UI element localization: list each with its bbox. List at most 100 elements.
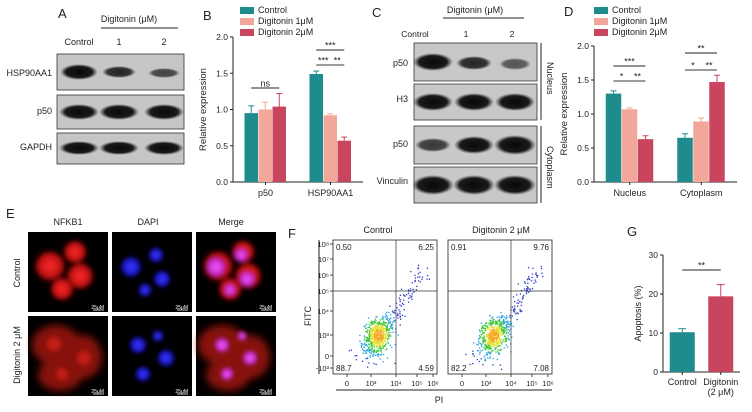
legend-swatch xyxy=(594,7,608,14)
significance-label: ** xyxy=(634,72,642,82)
panel-a-lane-2: 2 xyxy=(161,37,166,47)
y-axis-label: Relative expression xyxy=(198,68,209,151)
panel-c-fraction-nucleus: Nucleus xyxy=(545,62,555,95)
panel-letter-g: G xyxy=(627,224,637,239)
y-axis-label: Relative expression xyxy=(559,73,570,156)
legend-label: Digitonin 2μM xyxy=(612,27,667,37)
panel-c-fraction-cytoplasm: Cytoplasm xyxy=(545,146,555,189)
bar xyxy=(669,332,695,372)
panel-letter-c: C xyxy=(372,5,381,20)
bar xyxy=(693,121,709,182)
scale-bar-label: 25μM xyxy=(175,389,188,395)
x-tick-label: 10³ xyxy=(366,379,377,388)
if-image-digitonin-nfkb1: 25μM xyxy=(28,316,108,396)
panel-c-lane-2: 2 xyxy=(510,29,515,39)
if-image-digitonin-merge: 25μM xyxy=(196,316,276,396)
panel-f-ylabel: FITC xyxy=(303,306,313,326)
legend-label: Control xyxy=(258,5,287,15)
y-tick-label: 10⁵ xyxy=(318,287,329,296)
y-axis-label: Apoptosis (%) xyxy=(633,285,643,341)
panel-letter-a: A xyxy=(58,6,67,21)
quadrant-ur: 9.76 xyxy=(533,243,549,252)
panel-e-immunofluorescence: NFKB1 DAPI Merge Control Digitonin 2 μM … xyxy=(12,217,276,396)
y-tick-label: 1.0 xyxy=(216,105,228,115)
y-tick-label: 0.0 xyxy=(577,177,589,187)
panel-c-row-h3: H3 xyxy=(396,94,408,104)
x-tick-label: 10⁴ xyxy=(390,379,402,388)
significance-label: ** xyxy=(697,44,705,54)
bar xyxy=(708,296,734,372)
legend-label: Digitonin 1μM xyxy=(258,16,313,26)
x-tick-label: 10⁵ xyxy=(411,379,422,388)
panel-f-title-digitonin: Digitonin 2 μM xyxy=(472,225,530,235)
x-tick-label: HSP90AA1 xyxy=(308,188,354,198)
significance-label: * xyxy=(691,61,695,71)
if-image-digitonin-dapi: 25μM xyxy=(112,316,192,396)
x-tick-label: Nucleus xyxy=(613,188,646,198)
y-tick-label: -10³ xyxy=(316,364,330,373)
x-tick-label: Digitonin xyxy=(703,377,738,387)
x-tick-label: 10³ xyxy=(481,379,492,388)
y-tick-label: 10 xyxy=(649,328,659,338)
bar xyxy=(244,113,258,182)
panel-a-row-gapdh: GAPDH xyxy=(20,142,52,152)
y-tick-label: 0 xyxy=(325,352,329,361)
significance-label: ** xyxy=(334,56,342,66)
panel-letter-e: E xyxy=(6,206,15,221)
panel-a-group-label: Digitonin (μM) xyxy=(101,14,157,24)
quadrant-ll: 88.7 xyxy=(336,364,352,373)
panel-c-lane-control: Control xyxy=(401,29,429,39)
panel-e-row-control: Control xyxy=(12,258,22,287)
x-tick-label: 0 xyxy=(460,379,464,388)
panel-e-col-dapi: DAPI xyxy=(137,217,158,227)
bar xyxy=(621,109,638,182)
x-tick-label: p50 xyxy=(258,188,273,198)
x-tick-label: 10⁴ xyxy=(505,379,517,388)
panel-c-row-p50-cyto: p50 xyxy=(393,139,408,149)
if-image-control-merge: 25μM xyxy=(196,232,276,312)
panel-a-row-hsp90aa1: HSP90AA1 xyxy=(6,68,52,78)
legend-label: Digitonin 1μM xyxy=(612,16,667,26)
panel-c-western-blot: Digitonin (μM) Control 1 2 p50 H3 p50 Vi… xyxy=(377,5,555,204)
bar xyxy=(309,73,323,182)
if-image-control-nfkb1: 25μM xyxy=(28,232,108,312)
y-tick-label: 10⁸ xyxy=(317,240,329,249)
bar xyxy=(709,82,725,182)
significance-label: *** xyxy=(325,41,336,51)
panel-letter-d: D xyxy=(564,4,573,19)
significance-label: *** xyxy=(624,57,635,67)
y-tick-label: 1.5 xyxy=(216,68,228,78)
y-tick-label: 10³ xyxy=(318,331,329,340)
bar xyxy=(323,115,337,182)
y-tick-label: 30 xyxy=(649,250,659,260)
x-tick-label: 0 xyxy=(345,379,349,388)
bar xyxy=(272,106,286,182)
panel-c-row-vinculin: Vinculin xyxy=(377,176,408,186)
bar xyxy=(677,137,693,182)
quadrant-ur: 6.25 xyxy=(418,243,434,252)
significance-label: *** xyxy=(318,56,329,66)
y-tick-label: 10⁴ xyxy=(317,307,329,316)
y-tick-label: 1.0 xyxy=(577,109,589,119)
x-tick-label: 10⁶ xyxy=(542,379,553,388)
x-tick-label: 10⁵ xyxy=(526,379,537,388)
y-tick-label: 20 xyxy=(649,289,659,299)
flow-plot-control: 0.50 6.25 88.7 4.59 xyxy=(332,239,438,375)
quadrant-lr: 7.08 xyxy=(533,364,549,373)
y-tick-label: 0.5 xyxy=(216,141,228,151)
bar xyxy=(258,109,272,182)
legend-swatch xyxy=(240,18,254,25)
panel-f-xlabel: PI xyxy=(435,395,444,405)
panel-a-lane-1: 1 xyxy=(116,37,121,47)
significance-label: * xyxy=(620,72,624,82)
scale-bar-label: 25μM xyxy=(175,305,188,311)
quadrant-lr: 4.59 xyxy=(418,364,434,373)
quadrant-ul: 0.91 xyxy=(451,243,467,252)
bar xyxy=(637,139,654,182)
panel-a-row-p50: p50 xyxy=(37,106,52,116)
panel-c-lane-1: 1 xyxy=(464,29,469,39)
legend-label: Digitonin 2μM xyxy=(258,27,313,37)
panel-f-flow-cytometry: Control Digitonin 2 μM FITC PI 0.50 6.25… xyxy=(303,225,554,405)
